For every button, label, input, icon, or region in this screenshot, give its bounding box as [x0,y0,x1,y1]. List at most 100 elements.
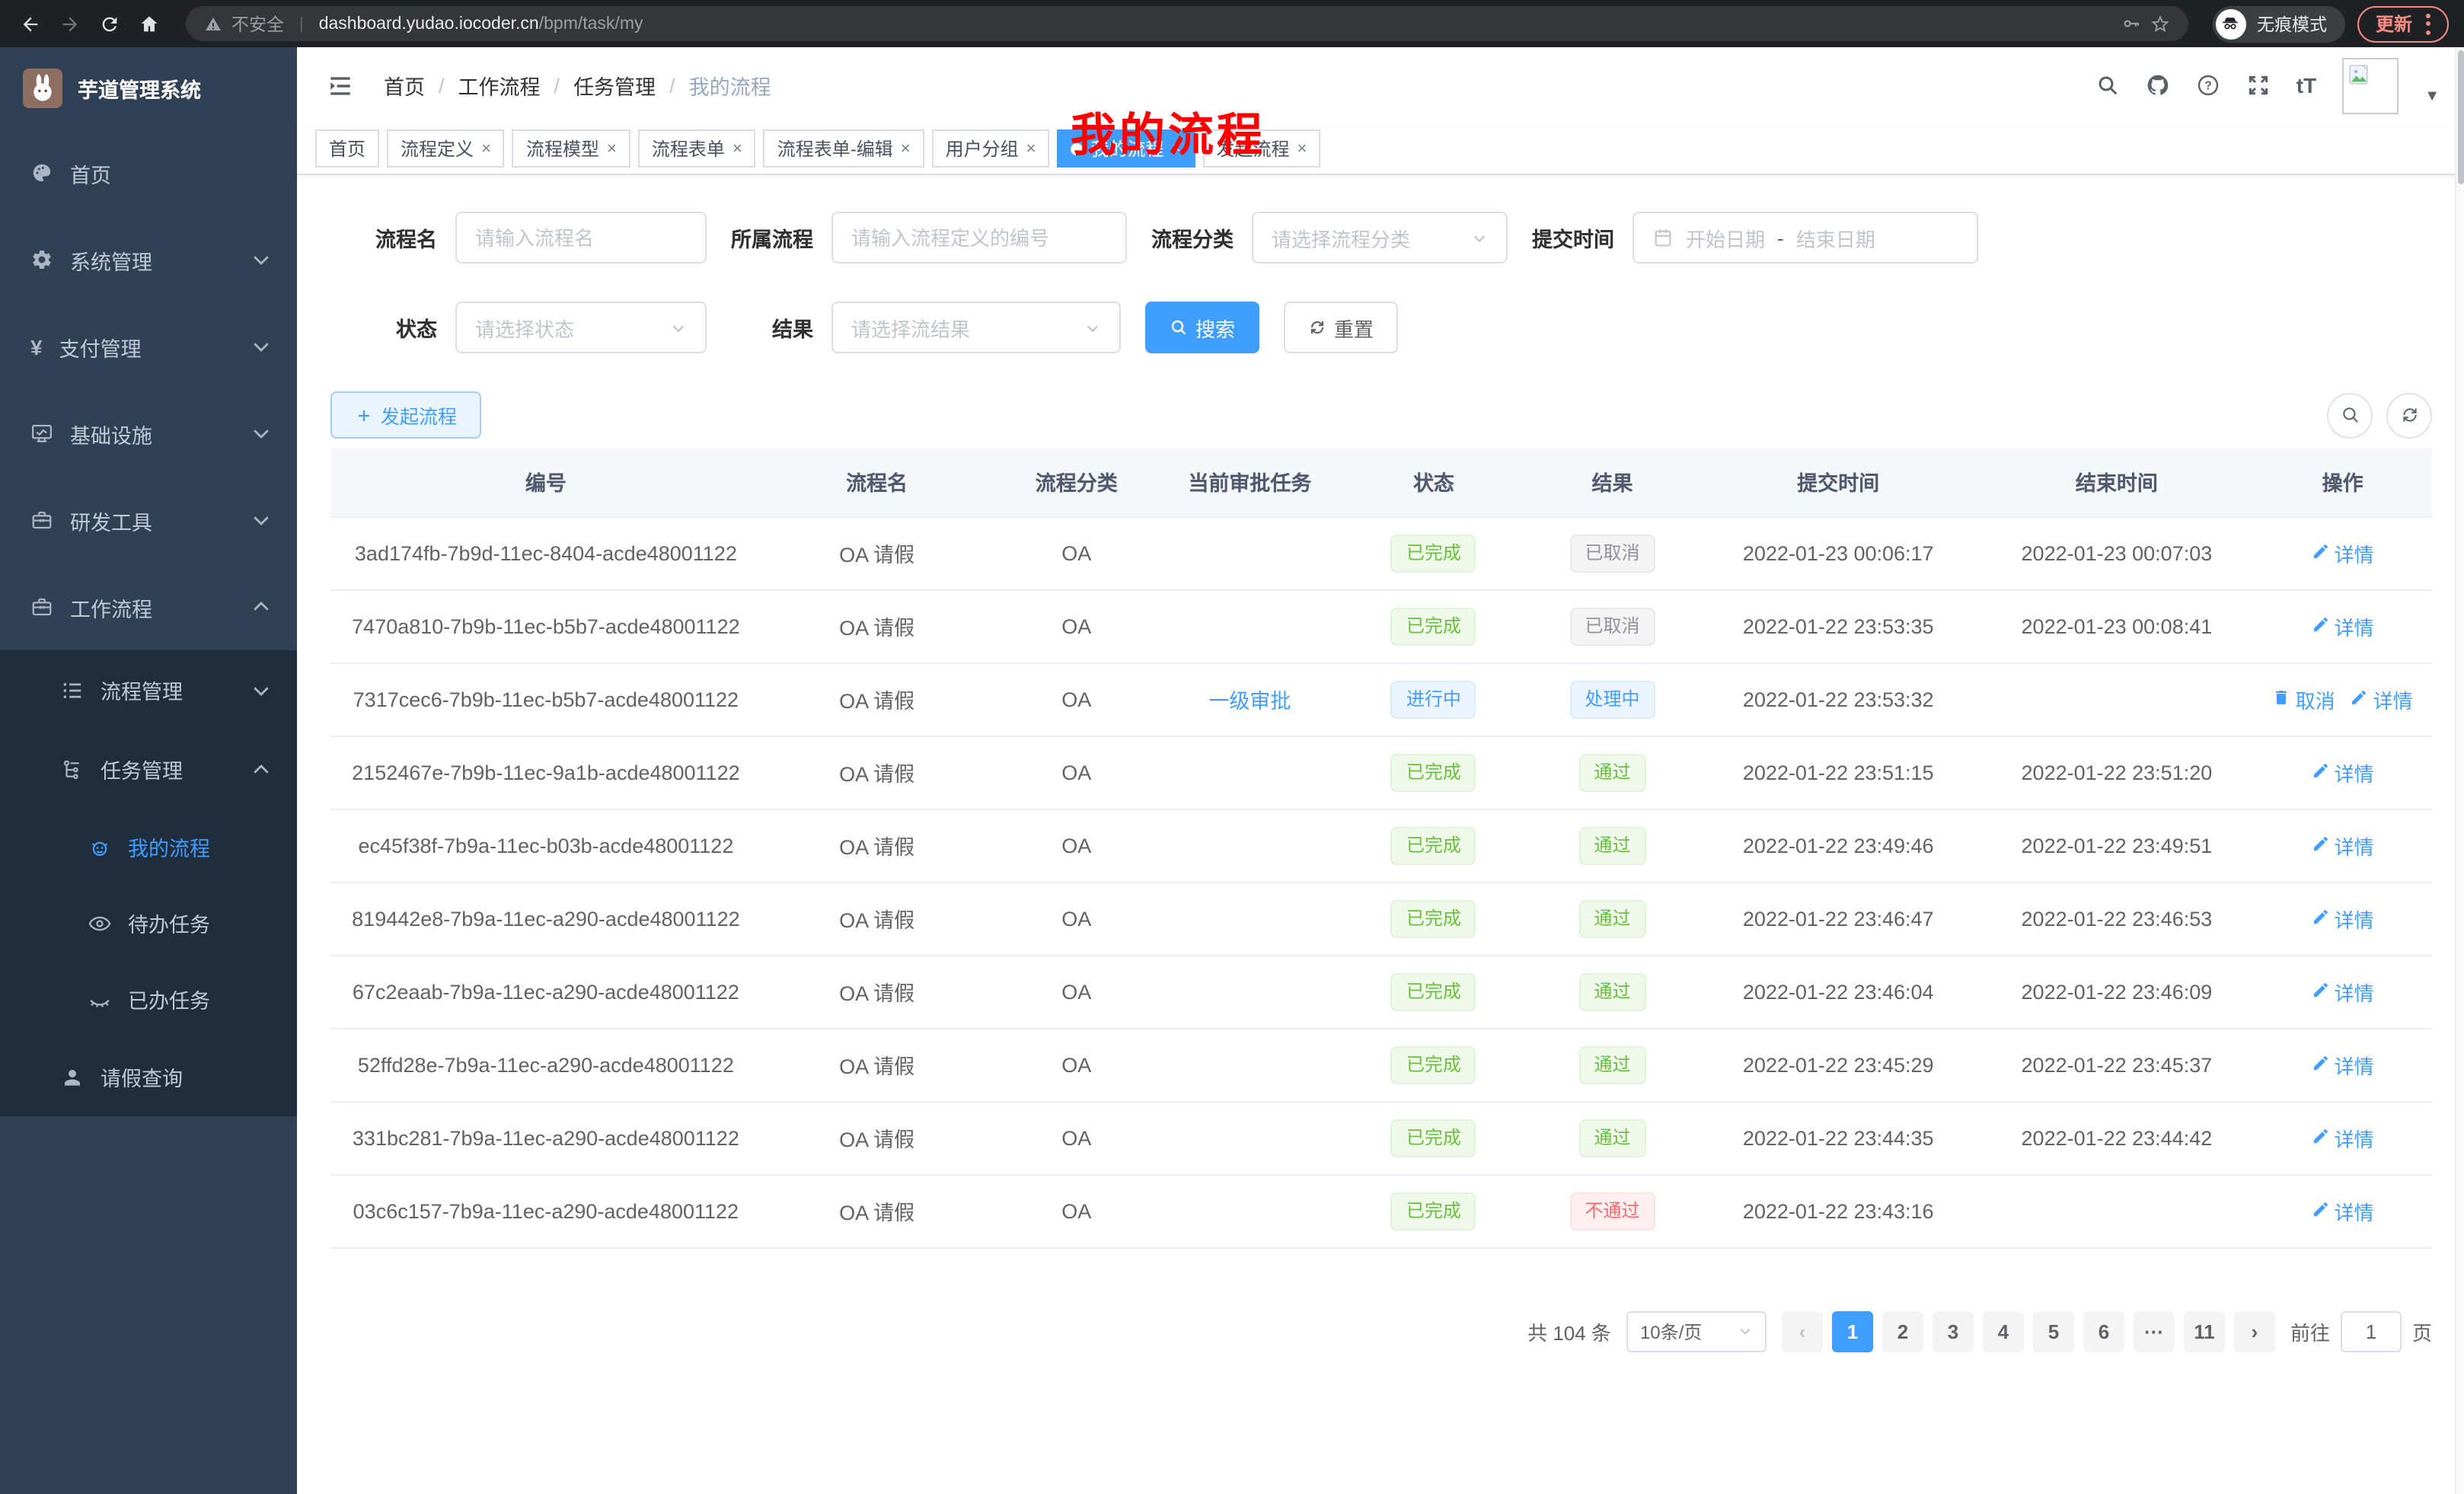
category-select[interactable]: 请选择流程分类 [1252,212,1508,263]
sidebar-item-流程管理[interactable]: 流程管理 [0,650,297,729]
sidebar-item-基础设施[interactable]: 基础设施 [0,390,297,477]
more-pages-button[interactable]: ··· [2133,1310,2175,1352]
status-select[interactable]: 请选择状态 [455,302,707,353]
process-name-input[interactable] [455,212,707,263]
tab-流程表单-编辑[interactable]: 流程表单-编辑 × [763,129,924,168]
tab-我的流程[interactable]: 我的流程 × [1057,129,1195,168]
chevron-down-icon [250,678,273,701]
close-icon[interactable]: × [732,139,742,158]
fullscreen-icon[interactable] [2246,73,2271,97]
cell-operations: 详情 [2253,1101,2432,1175]
breadcrumb-item[interactable]: 首页 [384,76,425,99]
op-取消-link[interactable]: 取消 [2273,685,2335,713]
tab-首页[interactable]: 首页 [315,129,380,168]
submit-time-range-picker[interactable]: 开始日期 - 结束日期 [1633,212,1978,263]
hamburger-icon[interactable] [321,66,359,104]
op-label: 取消 [2295,689,2335,712]
scrollbar-thumb[interactable] [2458,50,2464,184]
show-search-button[interactable] [2327,392,2373,438]
op-详情-link[interactable]: 详情 [2312,611,2374,640]
op-详情-link[interactable]: 详情 [2312,1123,2374,1152]
pen-icon [2312,761,2330,784]
app-logo-row[interactable]: 芋道管理系统 [0,47,297,129]
op-详情-link[interactable]: 详情 [2312,758,2374,787]
current-task-link[interactable]: 一级审批 [1208,690,1291,713]
op-详情-link[interactable]: 详情 [2351,685,2413,713]
page-button-11[interactable]: 11 [2183,1310,2225,1352]
browser-menu-icon[interactable] [2426,13,2430,34]
key-icon[interactable] [2121,14,2141,34]
op-详情-link[interactable]: 详情 [2312,1050,2374,1079]
sidebar-item-已办任务[interactable]: 已办任务 [0,961,297,1037]
cell-operations: 详情 [2253,1174,2432,1248]
close-icon[interactable]: × [1171,139,1182,158]
sidebar-item-首页[interactable]: 首页 [0,129,297,216]
cell-operations: 详情 [2253,809,2432,883]
op-详情-link[interactable]: 详情 [2312,538,2374,567]
page-button-3[interactable]: 3 [1932,1310,1974,1352]
filter-label-category: 流程分类 [1151,228,1234,251]
result-select[interactable]: 请选择流结果 [831,302,1121,353]
tab-用户分组[interactable]: 用户分组 × [931,129,1050,168]
close-icon[interactable]: × [900,139,911,158]
tab-流程表单[interactable]: 流程表单 × [637,129,756,168]
goto-page-input[interactable] [2340,1310,2402,1352]
breadcrumb-item[interactable]: 工作流程 [458,76,541,99]
address-bar[interactable]: 不安全 | dashboard.yudao.iocoder.cn/bpm/tas… [186,6,2188,41]
search-button[interactable]: 搜索 [1145,302,1260,353]
update-button[interactable]: 更新 [2357,5,2449,42]
browser-chrome: 不安全 | dashboard.yudao.iocoder.cn/bpm/tas… [0,0,2464,47]
op-详情-link[interactable]: 详情 [2312,904,2374,933]
cell-current-task [1160,736,1339,809]
font-size-icon[interactable]: tT [2296,73,2317,97]
op-详情-link[interactable]: 详情 [2312,977,2374,1006]
reset-button[interactable]: 重置 [1284,302,1399,353]
page-button-5[interactable]: 5 [2032,1310,2074,1352]
table-row: 03c6c157-7b9a-11ec-a290-acde48001122 OA 请… [330,1174,2432,1248]
process-definition-input[interactable] [831,212,1127,263]
page-button-4[interactable]: 4 [1982,1310,2024,1352]
sidebar-item-支付管理[interactable]: ¥ 支付管理 [0,303,297,390]
close-icon[interactable]: × [1297,139,1307,158]
cell-operations: 详情 [2253,736,2432,809]
close-icon[interactable]: × [1026,139,1036,158]
sidebar-item-我的流程[interactable]: 我的流程 [0,809,297,885]
refresh-button[interactable] [2386,392,2432,438]
window-scrollbar[interactable] [2455,47,2464,1494]
sidebar-item-研发工具[interactable]: 研发工具 [0,477,297,563]
next-page-button[interactable]: › [2233,1310,2275,1352]
chevron-down-icon [1471,229,1488,246]
close-icon[interactable]: × [481,139,491,158]
page-size-select[interactable]: 10条/页 [1626,1310,1767,1352]
sidebar-item-系统管理[interactable]: 系统管理 [0,216,297,303]
pen-icon [2312,1199,2330,1222]
create-process-button[interactable]: 发起流程 [330,391,482,439]
reload-icon[interactable] [94,8,125,39]
bookmark-star-icon[interactable] [2150,14,2170,34]
page-button-6[interactable]: 6 [2083,1310,2124,1352]
page-button-1[interactable]: 1 [1831,1310,1873,1352]
chevron-down-icon[interactable]: ▼ [2424,88,2440,104]
page-button-2[interactable]: 2 [1882,1310,1923,1352]
sidebar-item-工作流程[interactable]: 工作流程 [0,563,297,650]
tab-流程定义[interactable]: 流程定义 × [387,129,505,168]
cell-submit-time: 2022-01-22 23:45:29 [1696,1028,1980,1102]
op-详情-link[interactable]: 详情 [2312,831,2374,860]
sidebar-item-请假查询[interactable]: 请假查询 [0,1037,297,1116]
avatar[interactable] [2342,57,2399,113]
chevron-down-icon [250,509,273,532]
help-icon[interactable]: ? [2196,73,2220,97]
tab-流程模型[interactable]: 流程模型 × [512,129,630,168]
tab-发起流程[interactable]: 发起流程 × [1202,129,1321,168]
home-icon[interactable] [134,8,164,39]
table-row: 3ad174fb-7b9d-11ec-8404-acde48001122 OA 请… [330,516,2432,590]
close-icon[interactable]: × [606,139,617,158]
sidebar-item-待办任务[interactable]: 待办任务 [0,885,297,961]
search-icon[interactable] [2095,73,2120,97]
op-详情-link[interactable]: 详情 [2312,1196,2374,1225]
sidebar-item-任务管理[interactable]: 任务管理 [0,729,297,809]
forward-icon[interactable] [55,8,85,39]
github-icon[interactable] [2146,73,2170,97]
back-icon[interactable] [15,8,46,39]
breadcrumb-item[interactable]: 任务管理 [573,76,656,99]
